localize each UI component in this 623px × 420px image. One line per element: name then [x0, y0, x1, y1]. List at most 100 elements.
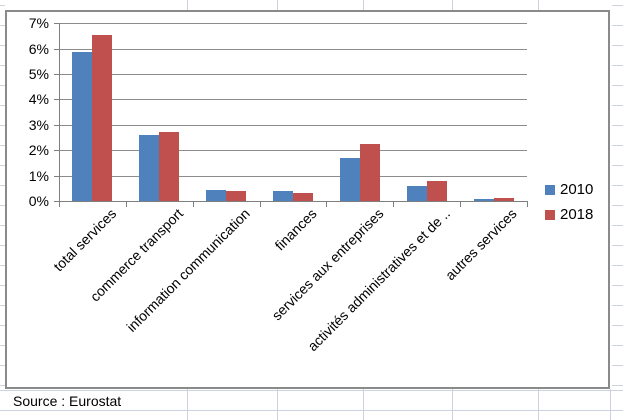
x-axis-tick — [460, 201, 462, 207]
row-line-bottom — [0, 390, 623, 391]
source-cell[interactable]: Source : Eurostat — [0, 391, 199, 410]
y-axis-tick — [54, 99, 59, 101]
legend-item-2018[interactable]: 2018 — [545, 207, 593, 222]
gridline-3% — [59, 124, 527, 126]
x-axis-tick — [125, 201, 127, 207]
y-axis-tick — [54, 124, 59, 126]
row-line-left — [0, 305, 5, 306]
legend-label: 2010 — [560, 181, 594, 198]
row-line-right — [612, 205, 623, 206]
legend-item-2010[interactable]: 2010 — [545, 182, 593, 197]
y-axis-tick — [54, 175, 59, 177]
bar-2018-1[interactable] — [159, 132, 180, 201]
y-tick-label-3%: 3% — [28, 116, 49, 133]
row-line-left — [0, 165, 5, 166]
gridline-4% — [59, 99, 527, 101]
bar-2018-6[interactable] — [493, 197, 514, 201]
row-line-right — [612, 245, 623, 246]
row-line-right — [612, 265, 623, 266]
row-line-right — [612, 45, 623, 46]
bar-2010-2[interactable] — [206, 189, 227, 201]
row-line-left — [0, 65, 5, 66]
row-line-left — [0, 265, 5, 266]
legend: 2010 2018 — [7, 12, 608, 387]
y-tick-label-5%: 5% — [28, 66, 49, 82]
column-line-bottom — [538, 389, 539, 420]
y-axis-tick — [54, 48, 59, 50]
y-axis-line — [59, 23, 60, 201]
y-axis-tick — [54, 23, 59, 25]
x-axis-tick — [527, 201, 528, 207]
legend-label: 2018 — [560, 206, 594, 223]
gridline-2% — [59, 150, 527, 152]
y-tick-label-6%: 6% — [28, 40, 49, 57]
x-axis-tick — [259, 201, 261, 207]
row-line-left — [0, 205, 5, 206]
legend-swatch-2018 — [545, 209, 555, 220]
row-line-right — [612, 285, 623, 286]
row-line-left — [0, 245, 5, 246]
column-line-bottom — [452, 389, 453, 420]
x-axis-tick — [393, 201, 395, 207]
bar-2018-3[interactable] — [293, 193, 313, 201]
gridline-7% — [59, 23, 527, 25]
bar-2010-6[interactable] — [473, 199, 494, 201]
y-axis-tick — [54, 201, 59, 202]
row-line-left — [0, 25, 5, 26]
row-line-bottom — [0, 410, 623, 411]
x-axis-tick — [326, 201, 328, 207]
row-line-left — [0, 85, 5, 86]
legend-swatch-2010 — [545, 184, 555, 195]
column-line-top — [277, 0, 278, 10]
row-line-left — [0, 225, 5, 226]
row-line-left — [0, 125, 5, 126]
y-tick-label-1%: 1% — [28, 167, 49, 184]
column-line-top — [363, 0, 364, 10]
x-axis-tick — [192, 201, 194, 207]
column-line-bottom — [610, 389, 611, 420]
row-line-left — [0, 325, 5, 326]
gridline-6% — [59, 48, 527, 50]
row-line-left — [0, 185, 5, 186]
bar-2010-0[interactable] — [72, 52, 93, 201]
row-line-right — [612, 225, 623, 226]
row-line-right — [612, 145, 623, 146]
column-line-top — [187, 0, 188, 10]
row-line-right — [612, 345, 623, 346]
row-line-left — [0, 105, 5, 106]
bar-2018-5[interactable] — [426, 180, 447, 201]
row-line-left — [0, 385, 5, 386]
row-line-right — [612, 65, 623, 66]
row-line-right — [612, 305, 623, 306]
row-line-right — [612, 105, 623, 106]
y-axis-tick — [54, 74, 59, 75]
y-tick-label-7%: 7% — [28, 15, 49, 32]
row-line-right — [612, 185, 623, 186]
bar-2018-4[interactable] — [359, 143, 380, 201]
y-tick-label-0%: 0% — [28, 193, 49, 209]
row-line-right — [612, 25, 623, 26]
bar-2010-3[interactable] — [273, 190, 293, 201]
y-axis-tick — [54, 150, 59, 152]
bar-2018-2[interactable] — [226, 190, 247, 201]
row-line-right — [612, 125, 623, 126]
row-line-right — [612, 85, 623, 86]
bar-2010-1[interactable] — [139, 134, 160, 201]
column-line-top — [452, 0, 453, 10]
y-tick-label-2%: 2% — [28, 142, 49, 159]
column-line-bottom — [187, 389, 188, 420]
row-line-left — [0, 45, 5, 46]
row-line-right — [612, 325, 623, 326]
row-line-left — [0, 5, 5, 6]
gridline-5% — [59, 74, 527, 75]
row-line-right — [612, 5, 623, 6]
row-line-left — [0, 365, 5, 366]
chart-object[interactable]: 0% 1% 2% 3% 4% 5% 6% 7% total services commerce t… — [5, 10, 610, 389]
x-axis-tick — [59, 201, 60, 207]
bar-2018-0[interactable] — [92, 34, 113, 201]
row-line-right — [612, 385, 623, 386]
row-line-left — [0, 145, 5, 146]
bar-2010-5[interactable] — [406, 185, 427, 201]
column-line-top — [538, 0, 539, 10]
bar-2010-4[interactable] — [339, 157, 360, 201]
